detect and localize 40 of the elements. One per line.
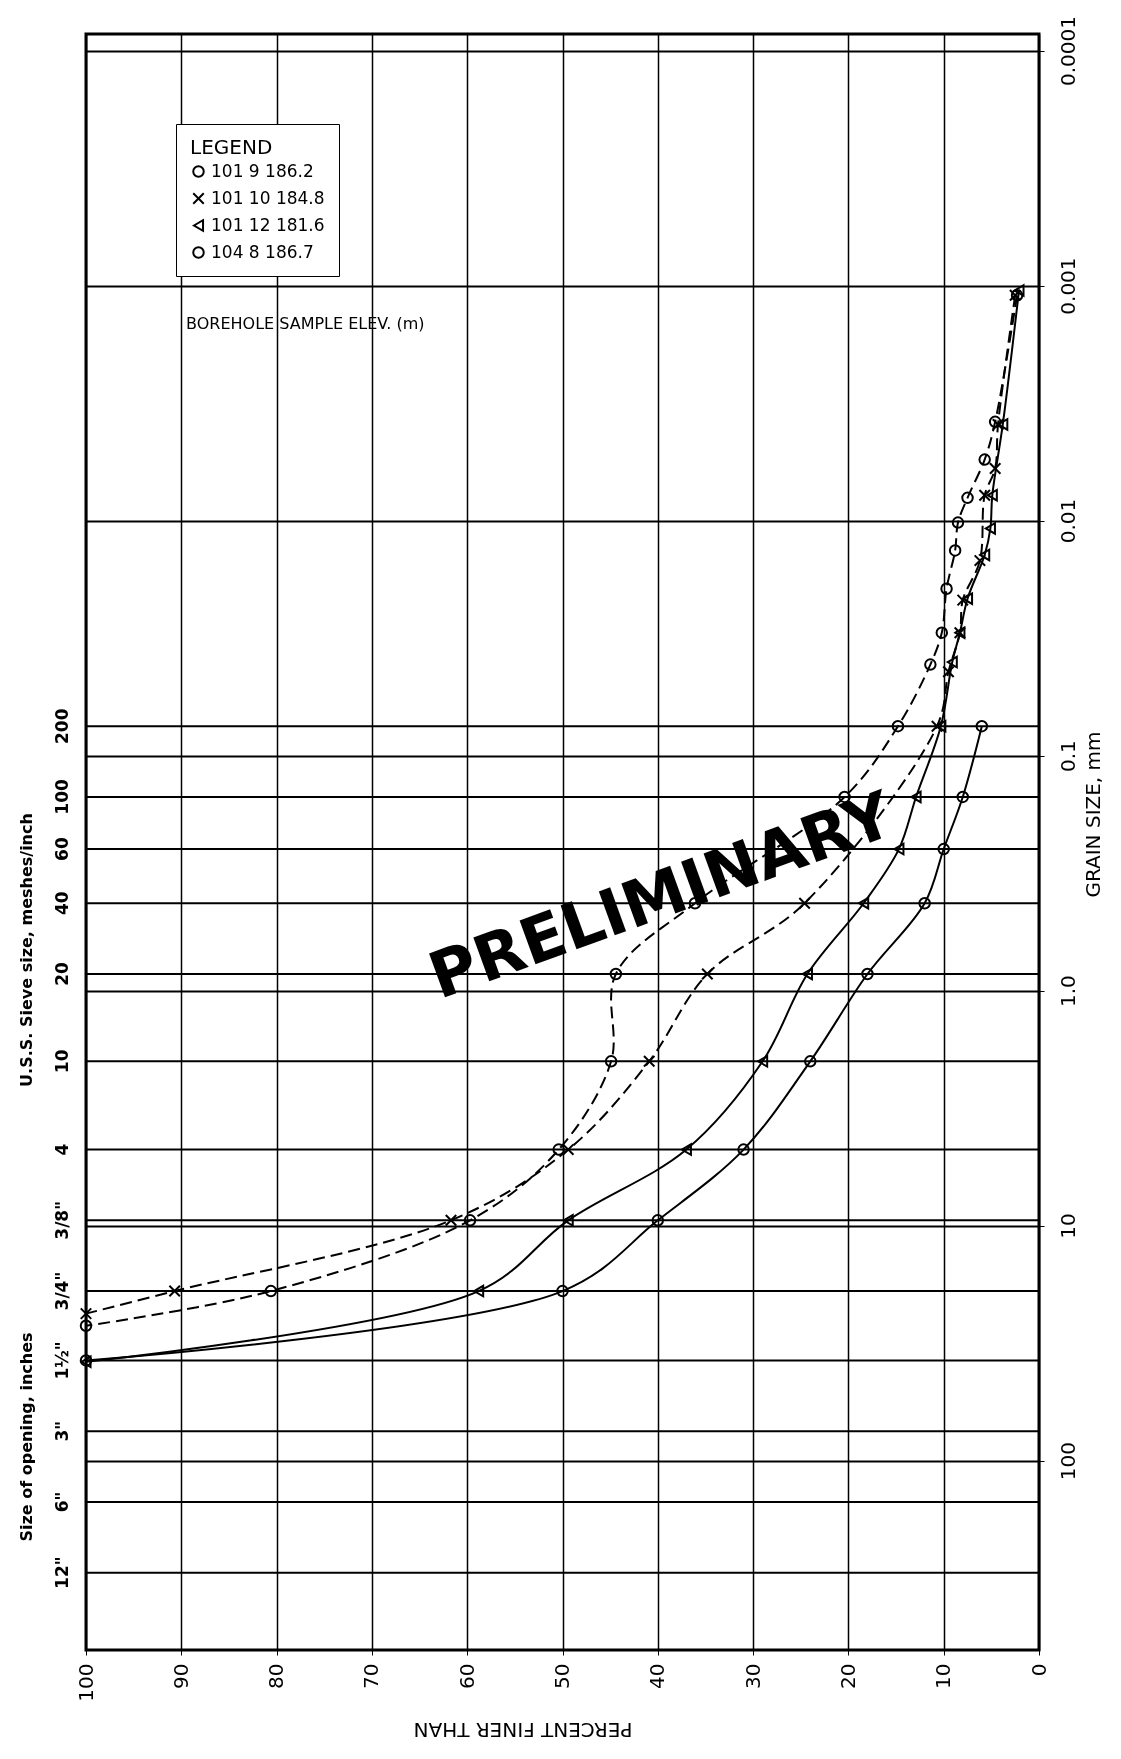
y-tick-label: 0.01 xyxy=(1055,498,1080,544)
x-tick-label: 20 xyxy=(835,1663,860,1689)
y-tick-label: 10 xyxy=(1055,1213,1080,1239)
x-tick-label: 60 xyxy=(454,1663,479,1689)
text: 6" xyxy=(52,1491,72,1513)
text: 3" xyxy=(52,1420,72,1442)
text: 10 xyxy=(52,1049,72,1074)
x-tick-label: 70 xyxy=(359,1663,384,1689)
y-tick-label: 1.0 xyxy=(1055,975,1080,1007)
y-tick-label: 100 xyxy=(1055,1441,1080,1481)
text: Size of opening, inches xyxy=(17,1332,36,1542)
text: 20 xyxy=(52,961,72,986)
x-tick-label: 10 xyxy=(931,1663,956,1689)
x-axis-title: PERCENT FINER THAN xyxy=(413,1717,633,1742)
legend-title: LEGEND xyxy=(190,135,273,159)
text: U.S.S. Sieve size, meshes/inch xyxy=(17,813,36,1087)
text: 3/4" xyxy=(52,1271,72,1311)
legend-label: 101 12 181.6 xyxy=(211,214,325,235)
text: 100 xyxy=(52,779,72,815)
x-tick-label: 80 xyxy=(264,1663,289,1689)
text: 12" xyxy=(52,1556,72,1589)
text: 4 xyxy=(52,1143,72,1156)
legend-label: 101 9 186.2 xyxy=(211,160,314,181)
text: 40 xyxy=(52,891,72,916)
x-tick-label: 30 xyxy=(740,1663,765,1689)
y-tick-label: 0.0001 xyxy=(1055,16,1080,87)
x-tick-label: 90 xyxy=(168,1663,193,1689)
x-tick-label: 40 xyxy=(645,1663,670,1689)
x-tick-label: 50 xyxy=(550,1663,574,1689)
text: 60 xyxy=(52,837,72,861)
x-tick-label: 100 xyxy=(73,1663,98,1702)
text: 1½" xyxy=(52,1341,72,1380)
text: 3/8" xyxy=(52,1200,72,1240)
y-axis-title: GRAIN SIZE, mm xyxy=(1080,731,1105,898)
text: 200 xyxy=(52,708,72,744)
y-tick-label: 0.001 xyxy=(1055,257,1080,315)
x-tick-label: 0 xyxy=(1026,1663,1051,1677)
legend-label: 101 10 184.8 xyxy=(211,187,325,208)
y-tick-label: 0.1 xyxy=(1055,740,1080,772)
legend-label: 104 8 186.7 xyxy=(211,241,314,262)
